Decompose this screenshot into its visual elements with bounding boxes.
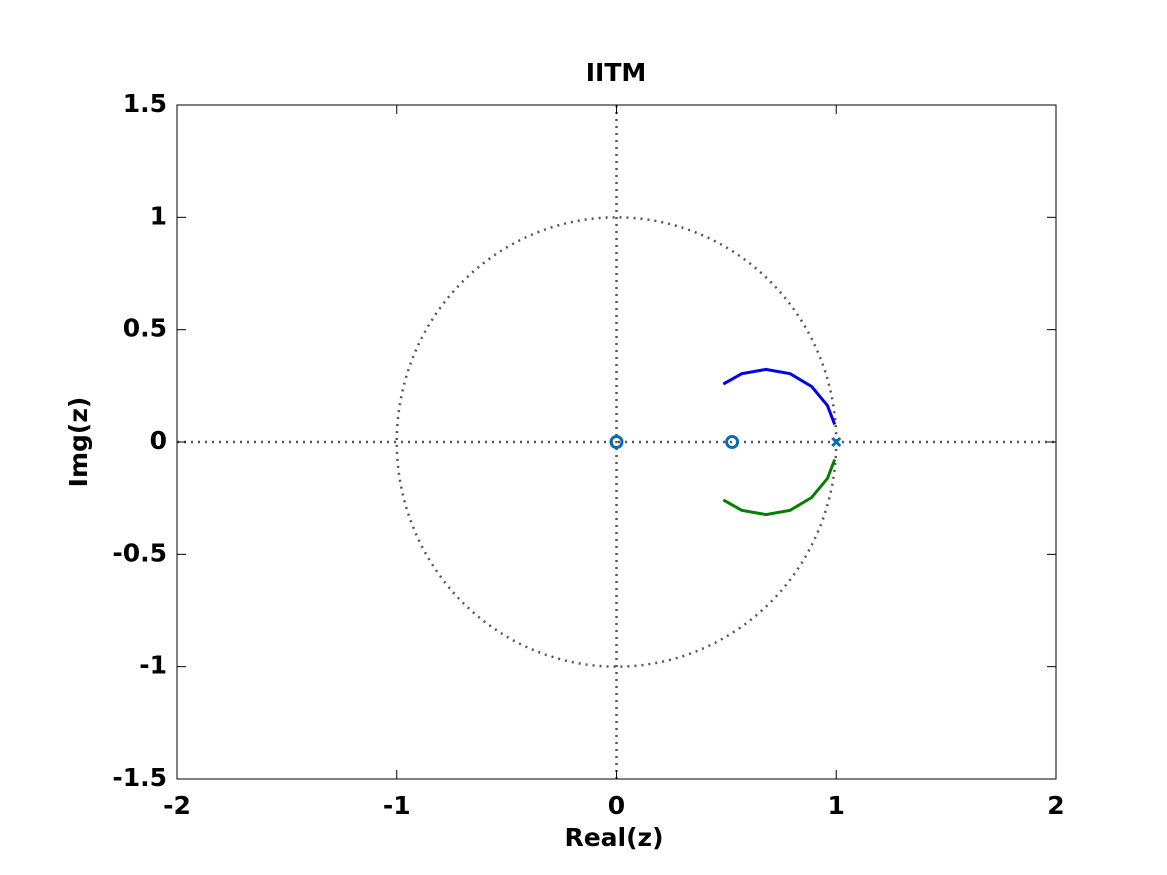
zero-marker bbox=[609, 435, 624, 449]
chart-title: IITM bbox=[586, 58, 647, 87]
y-tick-label: -0.5 bbox=[112, 538, 167, 567]
x-tick-label: -2 bbox=[163, 791, 191, 820]
y-tick-label: -1.5 bbox=[112, 763, 167, 792]
y-tick-label: 0 bbox=[150, 426, 167, 455]
zero-marker bbox=[725, 435, 740, 449]
y-axis-label: Img(z) bbox=[64, 397, 93, 488]
locus-line bbox=[722, 367, 837, 426]
y-tick-label: -1 bbox=[139, 651, 167, 680]
y-tick-label: 1.5 bbox=[123, 89, 167, 118]
x-axis-label: Real(z) bbox=[564, 823, 663, 852]
y-tick-label: 1 bbox=[150, 201, 167, 230]
locus-line bbox=[722, 458, 837, 517]
x-tick-label: 0 bbox=[608, 791, 625, 820]
y-tick-label: 0.5 bbox=[123, 314, 167, 343]
x-tick-label: 1 bbox=[828, 791, 845, 820]
x-tick-label: -1 bbox=[383, 791, 411, 820]
pole-marker bbox=[831, 436, 842, 448]
x-tick-label: 2 bbox=[1047, 791, 1064, 820]
